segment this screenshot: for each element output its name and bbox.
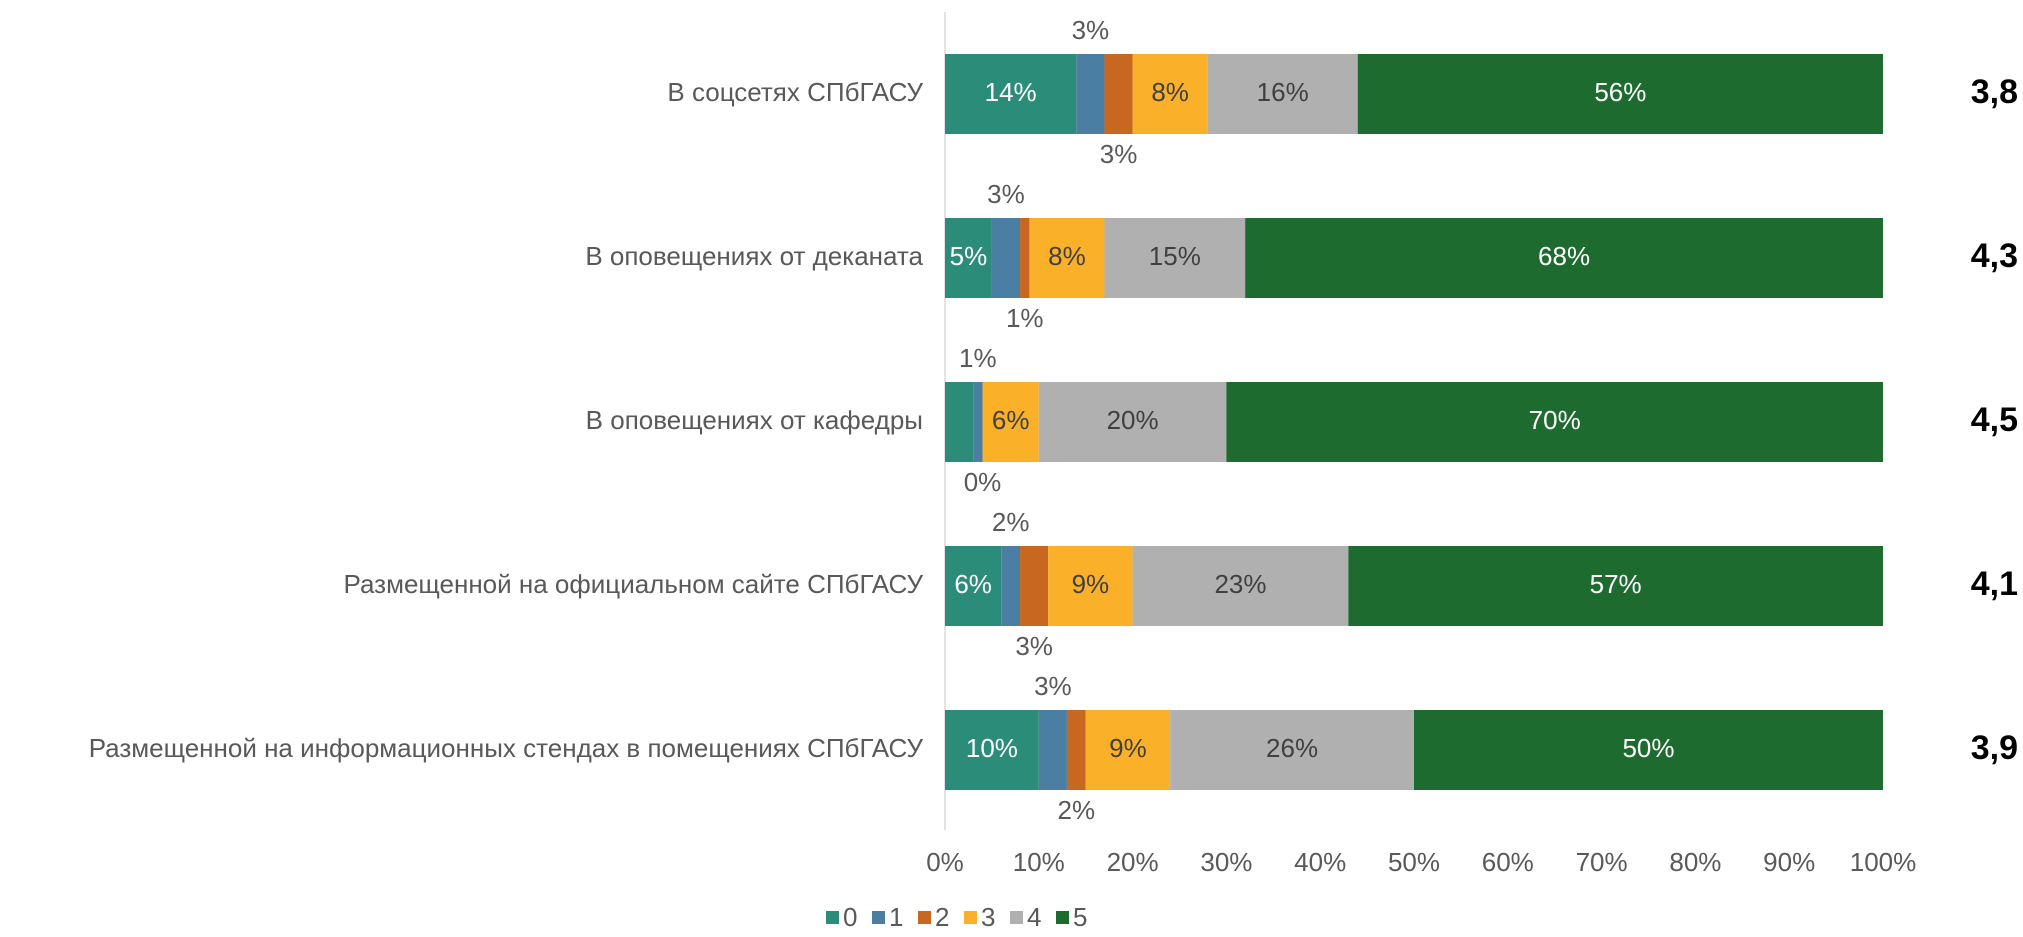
bar-segment <box>1001 546 1021 626</box>
score: 3,8 <box>1971 73 2018 111</box>
category-label: Размещенной на официальном сайте СПбГАСУ <box>344 569 924 599</box>
bar-segment <box>1048 546 1133 626</box>
x-tick-label: 50% <box>1388 847 1440 877</box>
bar-segment <box>1245 218 1883 298</box>
x-tick-label: 90% <box>1763 847 1815 877</box>
bar-segment <box>1104 218 1246 298</box>
bar-segment <box>1170 710 1414 790</box>
category-label: В оповещениях от кафедры <box>586 405 923 435</box>
bar-segment <box>945 710 1039 790</box>
score: 4,5 <box>1971 401 2018 439</box>
bar-segment <box>1076 54 1105 134</box>
x-tick-label: 60% <box>1482 847 1534 877</box>
bar-segment <box>991 218 1021 298</box>
category-label: Размещенной на информационных стендах в … <box>89 733 924 763</box>
legend-label: 4 <box>1027 902 1041 932</box>
bar-segment <box>1207 54 1358 134</box>
bar-segment <box>1038 710 1067 790</box>
data-label: 9% <box>1109 733 1147 763</box>
legend-label: 1 <box>889 902 903 932</box>
data-label: 70% <box>1529 405 1581 435</box>
data-label: 23% <box>1214 569 1266 599</box>
bar-segment <box>982 382 1039 462</box>
data-label: 1% <box>1006 303 1044 333</box>
legend-swatch <box>964 911 977 924</box>
score: 4,3 <box>1971 237 2018 275</box>
legend-swatch <box>872 911 885 924</box>
x-tick-label: 10% <box>1013 847 1065 877</box>
bar-segment <box>945 54 1077 134</box>
data-label: 16% <box>1257 77 1309 107</box>
data-label: 3% <box>987 179 1025 209</box>
bar-segment <box>1020 546 1049 626</box>
bar-segment <box>1414 710 1883 790</box>
bar-segment <box>1226 382 1883 462</box>
bar-segment <box>945 382 974 462</box>
legend-swatch <box>826 911 839 924</box>
data-label: 20% <box>1107 405 1159 435</box>
bar-segment <box>1029 218 1105 298</box>
data-label: 1% <box>959 343 997 373</box>
data-label: 10% <box>966 733 1018 763</box>
category-label: В оповещениях от деканата <box>585 241 923 271</box>
x-tick-label: 80% <box>1669 847 1721 877</box>
legend-swatch <box>1010 911 1023 924</box>
bar-segment <box>1132 54 1208 134</box>
bar-segment <box>1132 546 1349 626</box>
category-label: В соцсетях СПбГАСУ <box>667 77 923 107</box>
data-label: 3% <box>1034 671 1072 701</box>
bar-segment <box>1357 54 1883 134</box>
bar-segment <box>1104 54 1133 134</box>
bar-segment <box>973 382 983 462</box>
legend-swatch <box>918 911 931 924</box>
legend-swatch <box>1056 911 1069 924</box>
legend-label: 0 <box>843 902 857 932</box>
x-tick-label: 20% <box>1107 847 1159 877</box>
bar-segment <box>1066 710 1086 790</box>
legend-label: 2 <box>935 902 949 932</box>
data-label: 3% <box>1100 139 1138 169</box>
data-label: 8% <box>1048 241 1086 271</box>
data-label: 26% <box>1266 733 1318 763</box>
data-label: 15% <box>1149 241 1201 271</box>
data-label: 56% <box>1594 77 1646 107</box>
data-label: 6% <box>992 405 1030 435</box>
bar-segment <box>1348 546 1883 626</box>
bar-segment <box>1020 218 1030 298</box>
data-label: 50% <box>1622 733 1674 763</box>
legend-label: 5 <box>1073 902 1087 932</box>
x-tick-label: 100% <box>1850 847 1917 877</box>
data-label: 57% <box>1590 569 1642 599</box>
x-tick-label: 0% <box>926 847 964 877</box>
bar-segment <box>1038 382 1227 462</box>
legend-label: 3 <box>981 902 995 932</box>
score: 4,1 <box>1971 565 2018 603</box>
bar-segment <box>945 218 992 298</box>
bar-segment <box>945 546 1002 626</box>
x-tick-label: 70% <box>1576 847 1628 877</box>
data-label: 2% <box>992 507 1030 537</box>
data-label: 6% <box>954 569 992 599</box>
data-label: 2% <box>1058 795 1096 825</box>
data-label: 3% <box>1072 15 1110 45</box>
data-label: 9% <box>1072 569 1110 599</box>
score: 3,9 <box>1971 729 2018 767</box>
data-label: 8% <box>1151 77 1189 107</box>
x-tick-label: 40% <box>1294 847 1346 877</box>
bar-segment <box>1085 710 1171 790</box>
data-label: 68% <box>1538 241 1590 271</box>
data-label: 3% <box>1015 631 1053 661</box>
data-label: 14% <box>985 77 1037 107</box>
data-label: 0% <box>964 467 1002 497</box>
data-label: 5% <box>950 241 988 271</box>
x-tick-label: 30% <box>1200 847 1252 877</box>
